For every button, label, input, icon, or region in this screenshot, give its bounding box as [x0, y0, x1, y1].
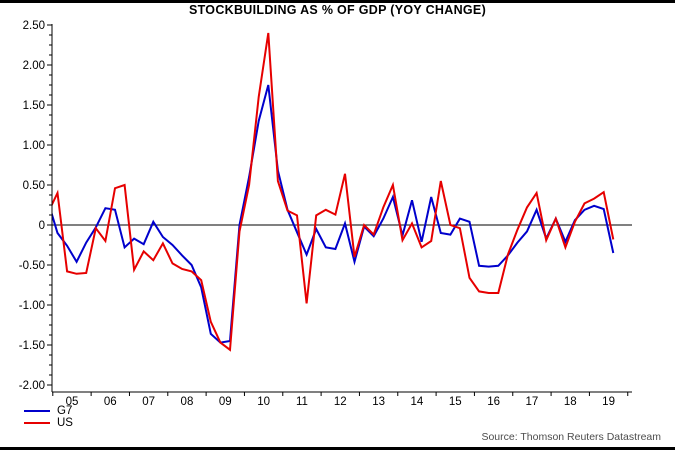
svg-text:12: 12 [334, 396, 347, 408]
svg-text:16: 16 [487, 396, 500, 408]
svg-text:14: 14 [411, 396, 424, 408]
svg-text:06: 06 [104, 396, 117, 408]
series-line-us [52, 32, 615, 352]
svg-text:17: 17 [526, 396, 539, 408]
chart-legend: G7 US [24, 405, 73, 429]
svg-text:-1.50: -1.50 [19, 340, 45, 352]
svg-text:-2.00: -2.00 [19, 380, 45, 392]
y-axis-labels: 2.50 2.00 1.50 1.00 0.50 0 -0.50 -1.00 -1.50 -2.0… [19, 20, 45, 392]
chart-title: STOCKBUILDING AS % OF GDP (YOY CHANGE) [188, 3, 487, 17]
svg-text:07: 07 [142, 396, 155, 408]
x-axis-labels: 05 06 07 08 09 10 11 12 13 14 15 16 17 18 19 [66, 396, 615, 408]
legend-label-g7: G7 [57, 405, 73, 417]
svg-text:09: 09 [219, 396, 232, 408]
svg-text:2.50: 2.50 [23, 20, 45, 32]
svg-text:08: 08 [181, 396, 194, 408]
svg-text:05: 05 [66, 396, 79, 408]
svg-text:1.50: 1.50 [23, 100, 45, 112]
svg-text:11: 11 [296, 396, 308, 408]
series-line-g7 [52, 84, 615, 344]
svg-text:10: 10 [257, 396, 270, 408]
bottom-border-rule [0, 447, 675, 450]
legend-item-g7: G7 [24, 405, 73, 417]
svg-text:18: 18 [564, 396, 577, 408]
top-border-rule [0, 0, 675, 3]
source-attribution: Source: Thomson Reuters Datastream [481, 431, 661, 443]
g7-line-swatch [24, 410, 50, 412]
svg-text:13: 13 [372, 396, 385, 408]
svg-text:-0.50: -0.50 [19, 260, 45, 272]
axes [47, 24, 632, 396]
svg-text:19: 19 [602, 396, 615, 408]
svg-text:2.00: 2.00 [23, 60, 45, 72]
legend-label-us: US [57, 417, 73, 429]
svg-text:15: 15 [449, 396, 462, 408]
svg-text:0.50: 0.50 [23, 180, 45, 192]
svg-text:-1.00: -1.00 [19, 300, 45, 312]
svg-text:0: 0 [39, 220, 45, 232]
legend-item-us: US [24, 417, 73, 429]
svg-text:1.00: 1.00 [23, 140, 45, 152]
us-line-swatch [24, 422, 50, 424]
